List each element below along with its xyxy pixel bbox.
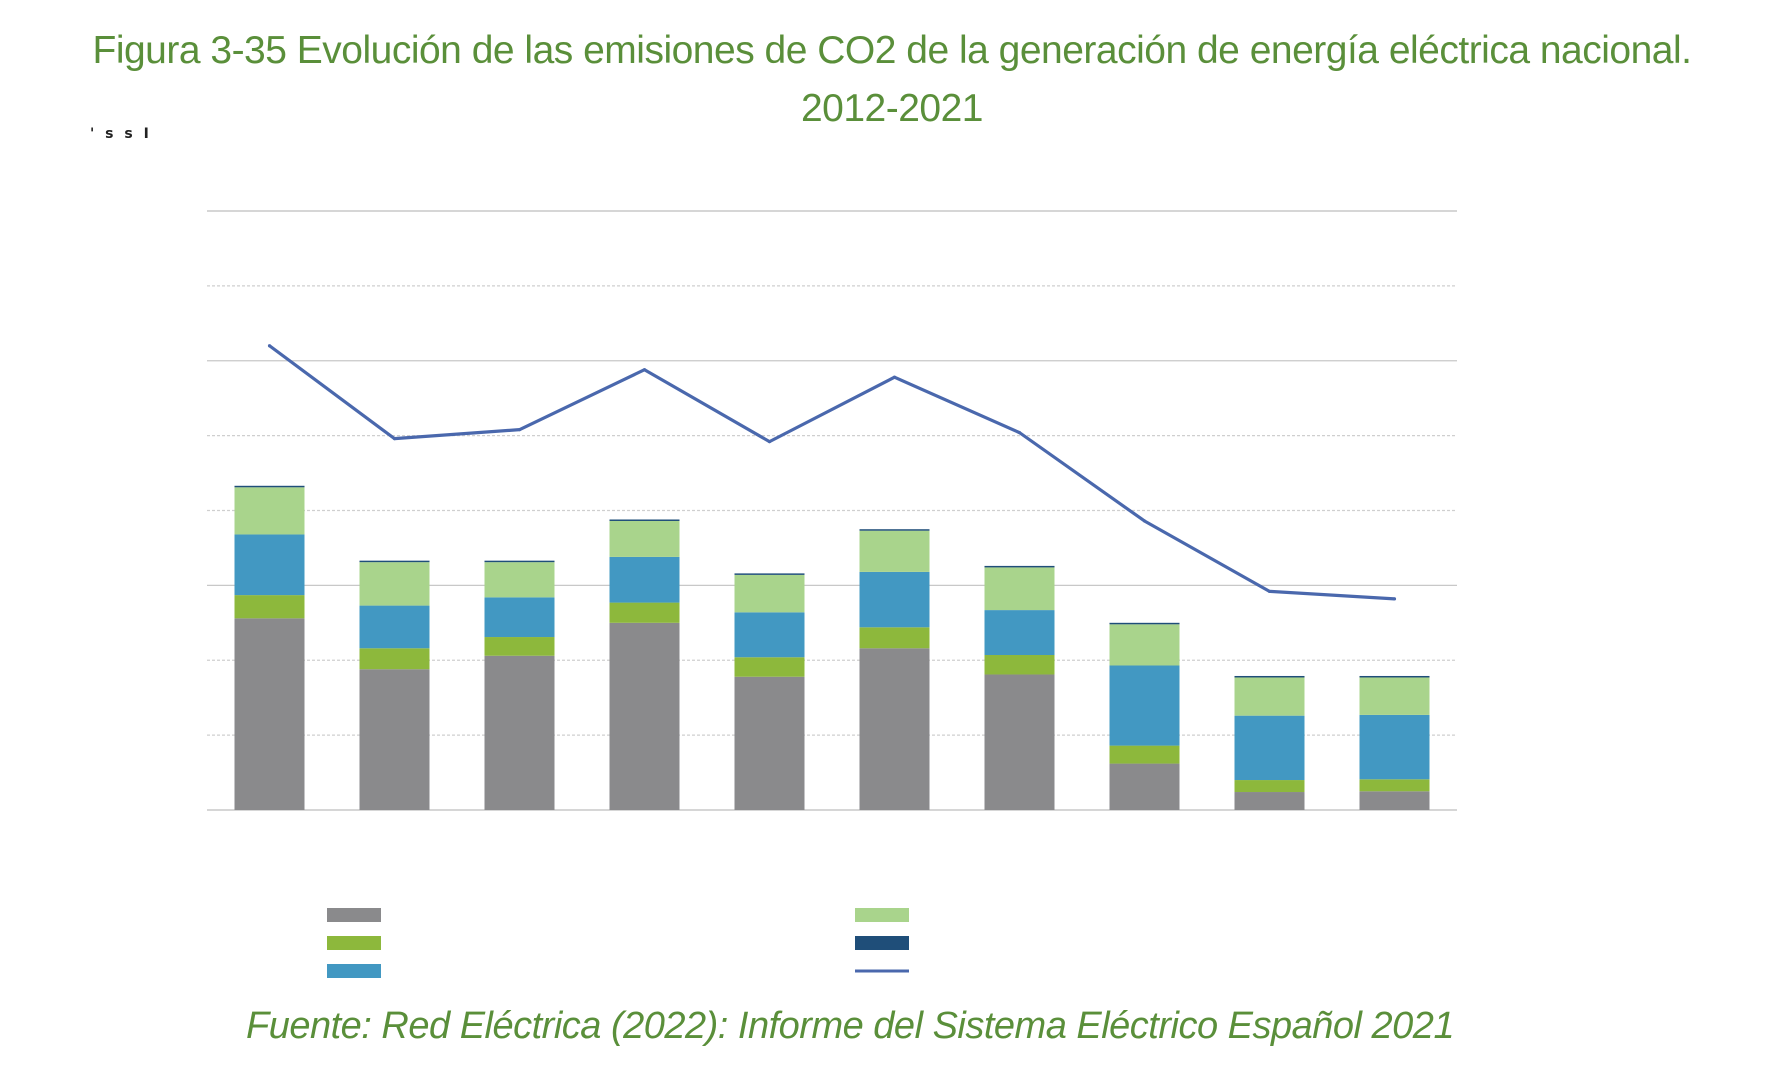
bar-2019-series-1	[1109, 763, 1180, 810]
bar-2016-series-4	[734, 574, 805, 613]
bar-2021-series-2	[1359, 779, 1430, 792]
bar-2021-series-5	[1359, 675, 1430, 678]
legend-swatch-2	[327, 936, 381, 950]
bar-2013-series-2	[359, 648, 430, 670]
legend-swatch-4	[855, 908, 909, 922]
bar-2020-series-3	[1234, 715, 1305, 781]
bar-2019-series-5	[1109, 622, 1180, 625]
bar-2019-series-3	[1109, 665, 1180, 746]
bar-2020-series-5	[1234, 675, 1305, 678]
bar-2014-series-2	[484, 637, 555, 656]
bar-2015-series-1	[609, 622, 680, 810]
bar-2015-series-2	[609, 602, 680, 623]
bar-2013-series-3	[359, 605, 430, 649]
bar-2015-series-4	[609, 520, 680, 557]
bar-2018-series-5	[984, 565, 1055, 568]
bar-2018-series-1	[984, 674, 1055, 810]
bar-2017-series-5	[859, 529, 930, 531]
y-axis-unit-label: ' s s I	[90, 126, 152, 142]
bar-2018-series-4	[984, 567, 1055, 611]
bar-2013-series-5	[359, 560, 430, 563]
bar-2012-series-2	[234, 595, 305, 619]
chart-title: Figura 3-35 Evolución de las emisiones d…	[0, 22, 1784, 138]
bar-2018-series-2	[984, 655, 1055, 675]
bar-2021-series-4	[1359, 677, 1430, 715]
legend-swatch-5	[855, 936, 909, 950]
bar-2015-series-3	[609, 556, 680, 603]
line-point-2017	[892, 375, 897, 379]
chart-title-line-2: 2012-2021	[800, 87, 984, 130]
line-point-2019	[1142, 519, 1147, 523]
bar-2019-series-4	[1109, 624, 1180, 666]
bar-2020-series-1	[1234, 792, 1305, 810]
line-point-2021	[1392, 597, 1397, 601]
bar-2016-series-2	[734, 657, 805, 677]
line-point-2014	[517, 428, 522, 432]
line-point-2016	[767, 440, 772, 444]
bar-2012-series-5	[234, 485, 305, 488]
bar-2021-series-3	[1359, 714, 1430, 780]
bar-2021-series-1	[1359, 791, 1430, 810]
line-point-2018	[1017, 431, 1022, 435]
bar-2014-series-1	[484, 655, 555, 810]
emissions-chart	[207, 210, 1457, 978]
bar-2014-series-4	[484, 562, 555, 598]
bar-2013-series-1	[359, 669, 430, 810]
bar-2012-series-4	[234, 487, 305, 535]
stacked-bars	[234, 485, 1430, 810]
bar-2013-series-4	[359, 562, 430, 606]
bar-2016-series-5	[734, 573, 805, 575]
legend-swatch-1	[327, 908, 381, 922]
legend-swatch-3	[327, 964, 381, 978]
bar-2016-series-3	[734, 612, 805, 658]
line-point-2012	[267, 344, 272, 348]
chart-title-line-1: Figura 3-35 Evolución de las emisiones d…	[92, 29, 1692, 72]
bar-2019-series-2	[1109, 745, 1180, 764]
source-note: Fuente: Red Eléctrica (2022): Informe de…	[246, 1005, 1455, 1047]
bar-2015-series-5	[609, 519, 680, 521]
total-line-path	[268, 344, 1395, 601]
bar-2018-series-3	[984, 610, 1055, 656]
bar-2014-series-5	[484, 560, 555, 563]
bar-2020-series-2	[1234, 780, 1305, 793]
bar-2017-series-3	[859, 571, 930, 628]
bar-2017-series-1	[859, 648, 930, 810]
total-emissions-line	[267, 344, 1397, 601]
bar-2017-series-4	[859, 530, 930, 572]
bar-2017-series-2	[859, 627, 930, 649]
line-point-2015	[642, 368, 647, 372]
legend	[327, 908, 909, 978]
bar-2016-series-1	[734, 676, 805, 810]
line-point-2013	[392, 437, 397, 441]
bar-2020-series-4	[1234, 677, 1305, 716]
bar-2012-series-3	[234, 534, 305, 596]
bar-2014-series-3	[484, 597, 555, 638]
bar-2012-series-1	[234, 618, 305, 810]
line-point-2020	[1267, 589, 1272, 593]
